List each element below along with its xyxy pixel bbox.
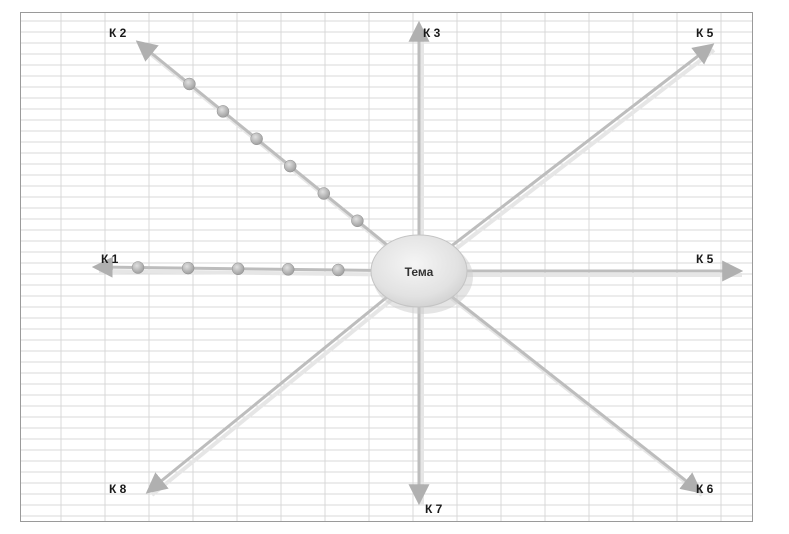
bead-k1 — [181, 261, 195, 275]
arrow-k1 — [91, 256, 420, 278]
arrow-k8 — [145, 269, 420, 494]
axis-label-k7: К 7 — [425, 502, 443, 516]
axis-label-k6: К 6 — [696, 482, 714, 496]
bead-k2 — [216, 105, 230, 118]
bead-k2 — [317, 187, 331, 200]
axis-label-k5: К 5 — [696, 252, 714, 266]
axis-label-k4: К 5 — [696, 26, 714, 40]
bead-k1 — [231, 262, 245, 276]
background-grid — [21, 13, 752, 521]
arrow-shadow — [420, 48, 716, 277]
arrow-shadow — [98, 269, 423, 277]
axis-label-k8: К 8 — [109, 482, 127, 496]
dot-group — [131, 77, 364, 277]
bead-k1 — [281, 263, 295, 276]
bead-k1 — [332, 263, 345, 277]
bead-k1 — [131, 261, 145, 274]
arrow-k2 — [135, 40, 420, 273]
arrow-k4 — [418, 43, 715, 273]
radial-diagram: Тема К 1 К 2 К 3 К 5 К 5 К 6 К 7 К 8 — [21, 13, 752, 521]
bead-k2 — [283, 159, 297, 173]
diagram-frame: Тема К 1 К 2 К 3 К 5 К 5 К 6 К 7 К 8 — [20, 12, 753, 522]
arrow-shadow — [150, 273, 424, 497]
bead-k2 — [250, 132, 263, 146]
bead-k2 — [351, 214, 364, 228]
axis-label-k1: К 1 — [101, 252, 119, 266]
center-node: Тема — [370, 234, 473, 314]
axis-label-k2: К 2 — [109, 26, 127, 40]
arrow-k6 — [418, 269, 703, 494]
center-label: Тема — [405, 265, 434, 279]
bead-k2 — [183, 77, 196, 91]
axis-label-k3: К 3 — [423, 26, 441, 40]
